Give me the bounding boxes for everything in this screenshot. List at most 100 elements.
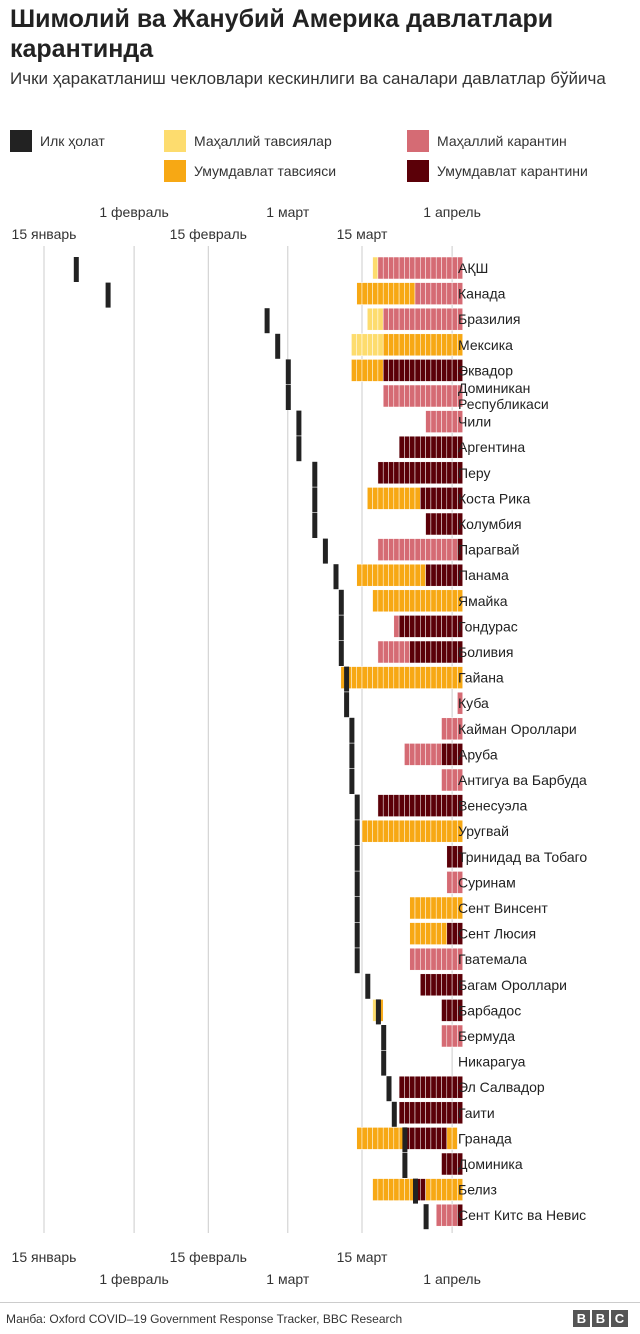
segment-national-quarantine <box>435 973 442 997</box>
first-case-marker <box>275 333 281 359</box>
segment-national-quarantine <box>393 461 400 485</box>
segment-national-quarantine <box>457 922 463 945</box>
segment-national-quarantine <box>425 1101 432 1125</box>
segment-national-advice <box>446 1127 453 1150</box>
segment-local-quarantine <box>430 307 437 331</box>
segment-national-quarantine <box>441 640 448 664</box>
country-label: Коста Рика <box>458 490 530 506</box>
first-case-marker <box>344 692 350 718</box>
segment-national-quarantine <box>430 512 437 536</box>
segment-local-quarantine <box>430 410 437 433</box>
first-case-marker <box>354 794 360 820</box>
segment-national-advice <box>367 359 373 382</box>
country-label: АҚШ <box>458 260 488 276</box>
segment-local-quarantine <box>451 282 458 305</box>
segment-national-advice <box>425 1178 432 1201</box>
segment-national-advice <box>398 666 405 689</box>
segment-local-quarantine <box>446 282 453 305</box>
segment-national-quarantine <box>451 563 458 587</box>
bbc-logo-letter: B <box>592 1310 609 1327</box>
x-tick-label-bottom: 15 февраль <box>170 1249 247 1265</box>
country-label: Уругвай <box>458 823 509 839</box>
segment-local-quarantine <box>446 871 453 894</box>
segment-national-advice <box>420 896 426 920</box>
segment-national-advice <box>435 922 442 945</box>
segment-national-advice <box>356 563 363 587</box>
first-case-marker <box>423 1204 429 1230</box>
segment-national-quarantine <box>446 461 453 485</box>
segment-national-advice <box>441 896 448 920</box>
segment-national-quarantine <box>451 845 458 869</box>
segment-national-advice <box>441 1178 448 1201</box>
segment-national-advice <box>457 589 463 613</box>
segment-local-advice <box>367 333 373 357</box>
country-label: Колумбия <box>458 516 522 532</box>
segment-national-advice <box>441 819 448 843</box>
segment-national-quarantine <box>446 922 453 945</box>
country-label: Эквадор <box>458 362 513 378</box>
segment-local-quarantine <box>446 1203 453 1227</box>
segment-national-quarantine <box>457 359 463 382</box>
segment-local-quarantine <box>420 384 426 408</box>
segment-national-advice <box>425 589 432 613</box>
first-case-marker <box>413 1178 418 1204</box>
segment-national-quarantine <box>451 359 458 382</box>
segment-local-quarantine <box>404 640 410 664</box>
country-label: Сент Винсент <box>458 900 548 916</box>
first-case-marker <box>349 717 355 743</box>
segment-local-advice <box>377 307 384 331</box>
legend-item-local-quarantine: Маҳаллий карантин <box>407 130 567 152</box>
segment-national-advice <box>451 896 458 920</box>
segment-national-quarantine <box>420 615 426 638</box>
segment-local-quarantine <box>425 538 432 561</box>
x-tick-label-top: 15 январь <box>12 226 77 242</box>
segment-national-quarantine <box>425 359 432 382</box>
segment-national-quarantine <box>446 359 453 382</box>
segment-national-quarantine <box>457 538 463 561</box>
segment-local-advice <box>356 333 363 357</box>
segment-national-advice <box>361 666 368 689</box>
segment-national-advice <box>457 1178 463 1201</box>
segment-national-advice <box>414 819 421 843</box>
segment-national-quarantine <box>441 1152 448 1176</box>
segment-local-quarantine <box>425 282 432 305</box>
segment-local-quarantine <box>425 384 432 408</box>
segment-national-quarantine <box>430 1101 437 1125</box>
segment-national-quarantine <box>430 359 437 382</box>
segment-national-quarantine <box>425 794 432 817</box>
segment-national-advice <box>377 666 384 689</box>
segment-national-advice <box>393 819 400 843</box>
segment-local-quarantine <box>451 768 458 792</box>
x-tick-label-bottom: 15 март <box>337 1249 388 1265</box>
segment-national-advice <box>435 896 442 920</box>
segment-national-advice <box>393 487 400 510</box>
segment-national-advice <box>361 359 368 382</box>
timeline-chart: 1 февраль 1 март 1 апрель 15 январь 15 февра… <box>12 204 588 1287</box>
bbc-logo-letter: C <box>611 1310 628 1327</box>
segment-national-quarantine <box>414 461 421 485</box>
segment-local-quarantine <box>457 384 463 408</box>
segment-national-advice <box>377 487 384 510</box>
segment-national-advice <box>409 589 416 613</box>
segment-local-quarantine <box>414 282 421 305</box>
segment-national-advice <box>367 1127 373 1150</box>
segment-local-advice <box>372 256 379 280</box>
segment-national-advice <box>382 563 389 587</box>
segment-national-quarantine <box>451 743 458 766</box>
segment-national-quarantine <box>425 435 432 459</box>
segment-national-quarantine <box>398 435 405 459</box>
country-label: Доминикан Республикаси <box>458 380 549 412</box>
segment-national-quarantine <box>414 435 421 459</box>
segment-national-advice <box>377 1178 384 1201</box>
segment-local-advice <box>372 307 379 331</box>
segment-national-advice <box>393 563 400 587</box>
segment-national-advice <box>420 589 426 613</box>
segment-local-quarantine <box>446 768 453 792</box>
legend-item-first-case: Илк ҳолат <box>10 130 105 152</box>
segment-national-quarantine <box>420 435 426 459</box>
segment-local-advice <box>377 333 384 357</box>
segment-national-quarantine <box>457 999 463 1022</box>
segment-national-quarantine <box>441 1075 448 1099</box>
segment-local-quarantine <box>393 307 400 331</box>
segment-national-advice <box>457 819 463 843</box>
